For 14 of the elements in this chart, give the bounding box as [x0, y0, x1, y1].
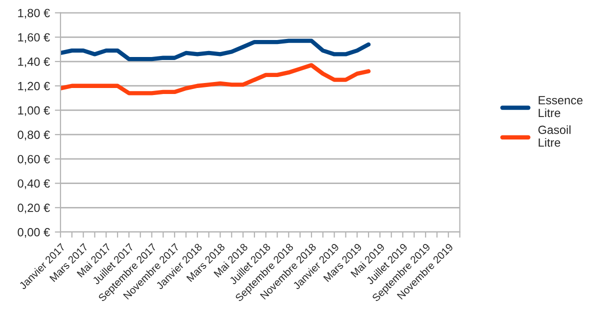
line-series: [60, 63, 371, 96]
y-tick-label: 0,80 €: [18, 130, 50, 140]
y-tick-label: 1,80 €: [18, 8, 50, 19]
y-tick-label: 1,20 €: [18, 82, 50, 92]
legend-label: Essence Litre: [538, 96, 583, 118]
y-tick-label: 1,40 €: [18, 58, 50, 68]
line-series: [60, 38, 371, 62]
y-tick-label: 1,00 €: [18, 106, 50, 116]
legend-label: Gasoil Litre: [538, 125, 570, 147]
y-tick-label: 0,00 €: [18, 228, 50, 238]
y-tick-label: 1,60 €: [18, 33, 50, 43]
y-tick-label: 0,20 €: [18, 204, 50, 214]
y-tick-label: 0,60 €: [18, 154, 50, 165]
y-tick-label: 0,40 €: [18, 179, 50, 190]
